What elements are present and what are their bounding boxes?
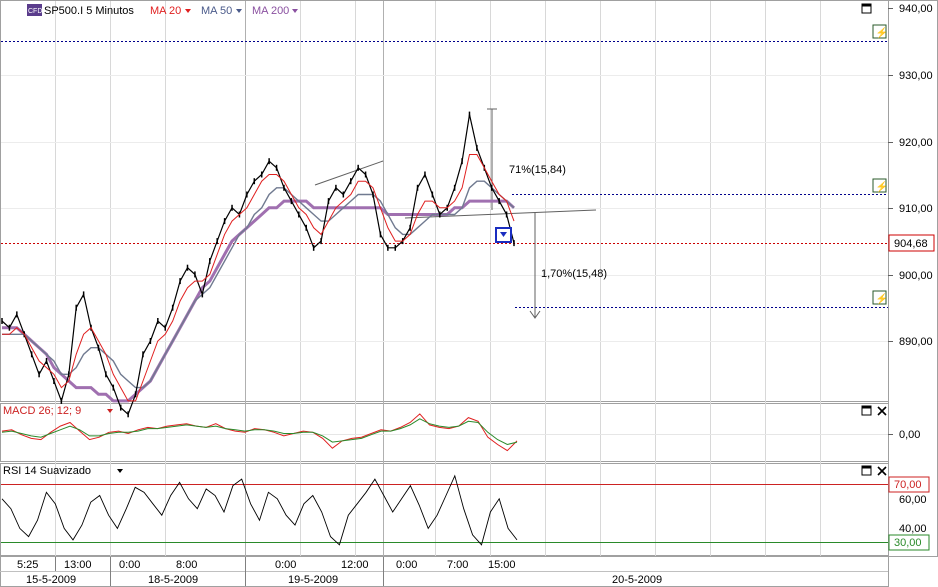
price-line xyxy=(1,114,515,416)
instrument-label[interactable]: SP500.I 5 Minutos xyxy=(44,5,134,17)
price-axis xyxy=(888,0,938,557)
price-grid xyxy=(1,75,888,342)
chevron-down-icon[interactable] xyxy=(292,9,298,13)
rsi-tick-label: 60,00 xyxy=(899,494,927,506)
current-price-badge xyxy=(888,234,935,252)
price-tick-label: 900,00 xyxy=(899,270,933,282)
ma50-label[interactable]: MA 50 xyxy=(201,5,232,17)
alert-icon[interactable]: ⚡ xyxy=(872,178,888,193)
trendline[interactable] xyxy=(314,160,384,186)
ma20-series xyxy=(2,154,515,402)
price-tick-label: 920,00 xyxy=(899,137,933,149)
ma200-series xyxy=(2,199,516,403)
date-label: 15-5-2009 xyxy=(26,574,76,586)
price-tick-label: 930,00 xyxy=(899,70,933,82)
rsi-series xyxy=(1,474,518,546)
time-tick-label: 0:00 xyxy=(275,559,296,571)
cfd-badge-icon xyxy=(27,4,42,16)
ma20-label[interactable]: MA 20 xyxy=(150,5,181,17)
rsi-panel[interactable] xyxy=(0,463,889,556)
rsi-tick-label: 70,00 xyxy=(894,479,922,491)
ma50-line xyxy=(2,180,515,389)
macd-label[interactable]: MACD 26; 12; 9 xyxy=(3,405,81,417)
macd-line xyxy=(1,413,518,452)
price-tick-label: 910,00 xyxy=(899,203,933,215)
date-label: 20-5-2009 xyxy=(612,574,662,586)
rsi-tick-label: 40,00 xyxy=(899,523,927,535)
signal-line xyxy=(1,418,518,446)
close-icon[interactable] xyxy=(877,406,887,416)
price-tick-label: 890,00 xyxy=(899,336,933,348)
close-icon[interactable] xyxy=(877,466,887,476)
time-tick-label: 8:00 xyxy=(176,559,197,571)
price-series xyxy=(1,111,515,418)
date-label: 19-5-2009 xyxy=(288,574,338,586)
svg-text:⚡: ⚡ xyxy=(876,292,888,305)
maximize-icon[interactable] xyxy=(861,3,872,14)
maximize-icon[interactable] xyxy=(861,465,872,476)
time-tick-label: 15:00 xyxy=(488,559,516,571)
time-axis-ticks xyxy=(55,557,384,586)
maximize-icon[interactable] xyxy=(861,405,872,416)
time-tick-label: 0:00 xyxy=(119,559,140,571)
time-tick-label: 0:00 xyxy=(396,559,417,571)
trendline[interactable] xyxy=(404,209,597,219)
chevron-down-icon[interactable] xyxy=(107,409,113,413)
time-tick-label: 13:00 xyxy=(64,559,92,571)
chevron-down-icon[interactable] xyxy=(185,9,191,13)
order-marker-icon xyxy=(500,232,507,237)
macd-series xyxy=(1,413,518,452)
time-tick-label: 7:00 xyxy=(447,559,468,571)
svg-text:⚡: ⚡ xyxy=(876,180,888,193)
rsi-lower-badge xyxy=(888,534,930,551)
current-price-label: 904,68 xyxy=(894,238,928,250)
ma200-label[interactable]: MA 200 xyxy=(252,5,289,17)
macd-panel[interactable] xyxy=(0,403,889,462)
ma200-line xyxy=(2,199,516,403)
svg-text:⚡: ⚡ xyxy=(876,26,888,39)
rsi-upper-badge xyxy=(888,476,930,493)
macd-tick-label: 0,00 xyxy=(899,429,920,441)
price-panel[interactable] xyxy=(0,0,889,402)
measure-arrow xyxy=(529,310,541,319)
price-tick-label: 940,00 xyxy=(899,3,933,15)
price-axis-ticks xyxy=(888,8,893,342)
ma50-series xyxy=(2,180,515,389)
ma20-line xyxy=(2,154,515,402)
rsi-line xyxy=(1,474,518,546)
alert-icon[interactable]: ⚡ xyxy=(872,290,888,305)
chevron-down-icon[interactable] xyxy=(117,469,123,473)
time-tick-label: 12:00 xyxy=(341,559,369,571)
drop-label[interactable]: 1,70%(15,48) xyxy=(541,268,607,280)
alert-icon[interactable]: ⚡ xyxy=(872,24,888,39)
date-label: 18-5-2009 xyxy=(148,574,198,586)
retracement-label[interactable]: 71%(15,84) xyxy=(509,164,566,176)
rsi-tick-label: 30,00 xyxy=(894,537,922,549)
time-tick-label: 5:25 xyxy=(17,559,38,571)
cfd-badge: CFD xyxy=(28,8,42,15)
vertical-grid xyxy=(55,1,821,556)
chevron-down-icon[interactable] xyxy=(236,9,242,13)
rsi-label[interactable]: RSI 14 Suavizado xyxy=(3,465,91,477)
